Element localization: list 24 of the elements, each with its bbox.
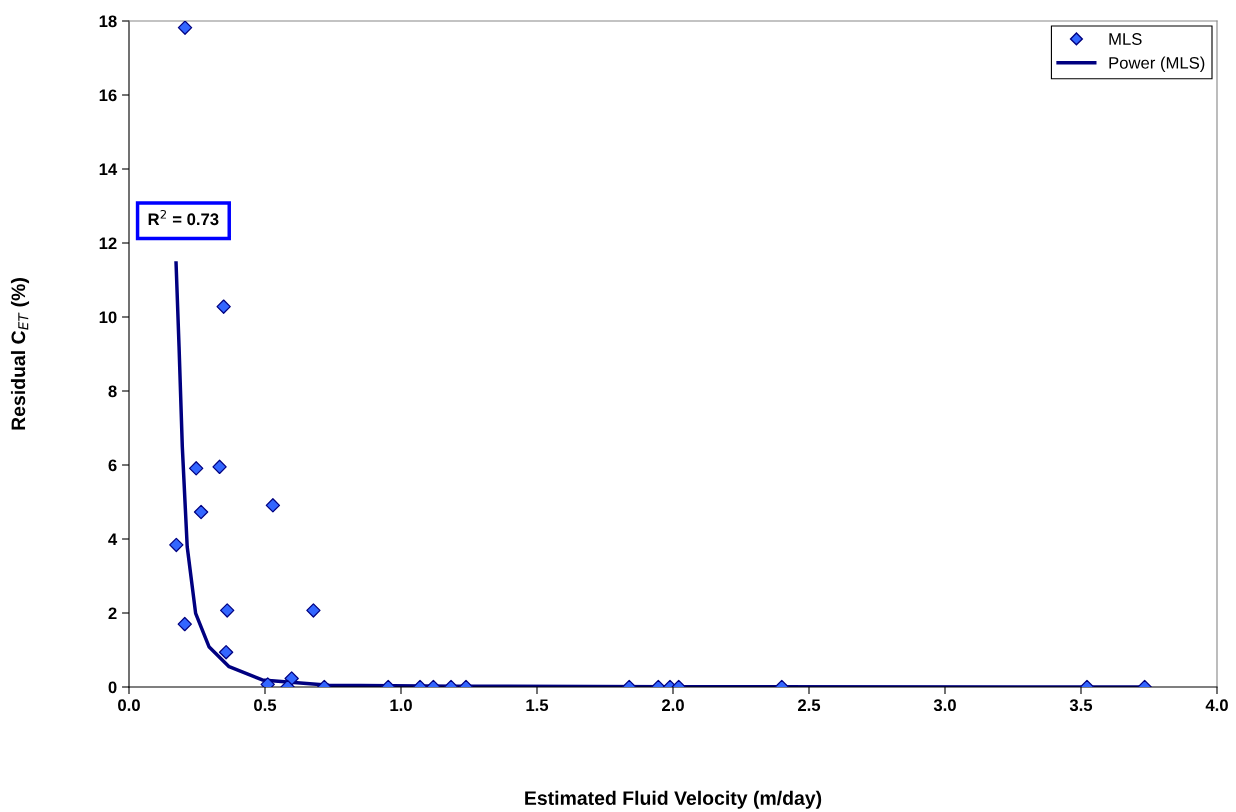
y-axis-title: Residual C$_{ET}$ (%) [10,278,30,430]
x-tick-label: 0.5 [254,699,277,712]
x-tick-label: 1.0 [390,699,412,712]
annotation: R$^{2}$ = 0.73 [148,209,219,226]
x-tick-label: 3.5 [1069,699,1093,712]
legend-label: MLS [1109,33,1142,45]
y-tick-label: 14 [99,163,118,176]
x-tick-label: 1.5 [526,699,549,712]
x-tick-label: 2.0 [661,699,684,712]
x-axis-title: Estimated Fluid Velocity (m/day) [525,790,822,809]
y-tick-label: 4 [108,533,118,546]
y-tick-label: 12 [99,237,117,250]
y-tick-label: 10 [99,311,117,324]
x-tick-label: 3.0 [933,699,956,712]
x-tick-label: 0.0 [118,699,140,712]
y-tick-label: 6 [108,459,117,472]
y-tick-label: 18 [99,15,117,28]
y-tick-label: 8 [108,385,117,398]
y-tick-label: 2 [108,607,117,620]
y-tick-label: 16 [99,89,117,102]
x-tick-label: 4.0 [1205,699,1228,712]
legend-label: Power (MLS) [1109,56,1205,73]
y-tick-label: 0 [108,681,117,694]
x-tick-label: 2.5 [797,699,821,712]
